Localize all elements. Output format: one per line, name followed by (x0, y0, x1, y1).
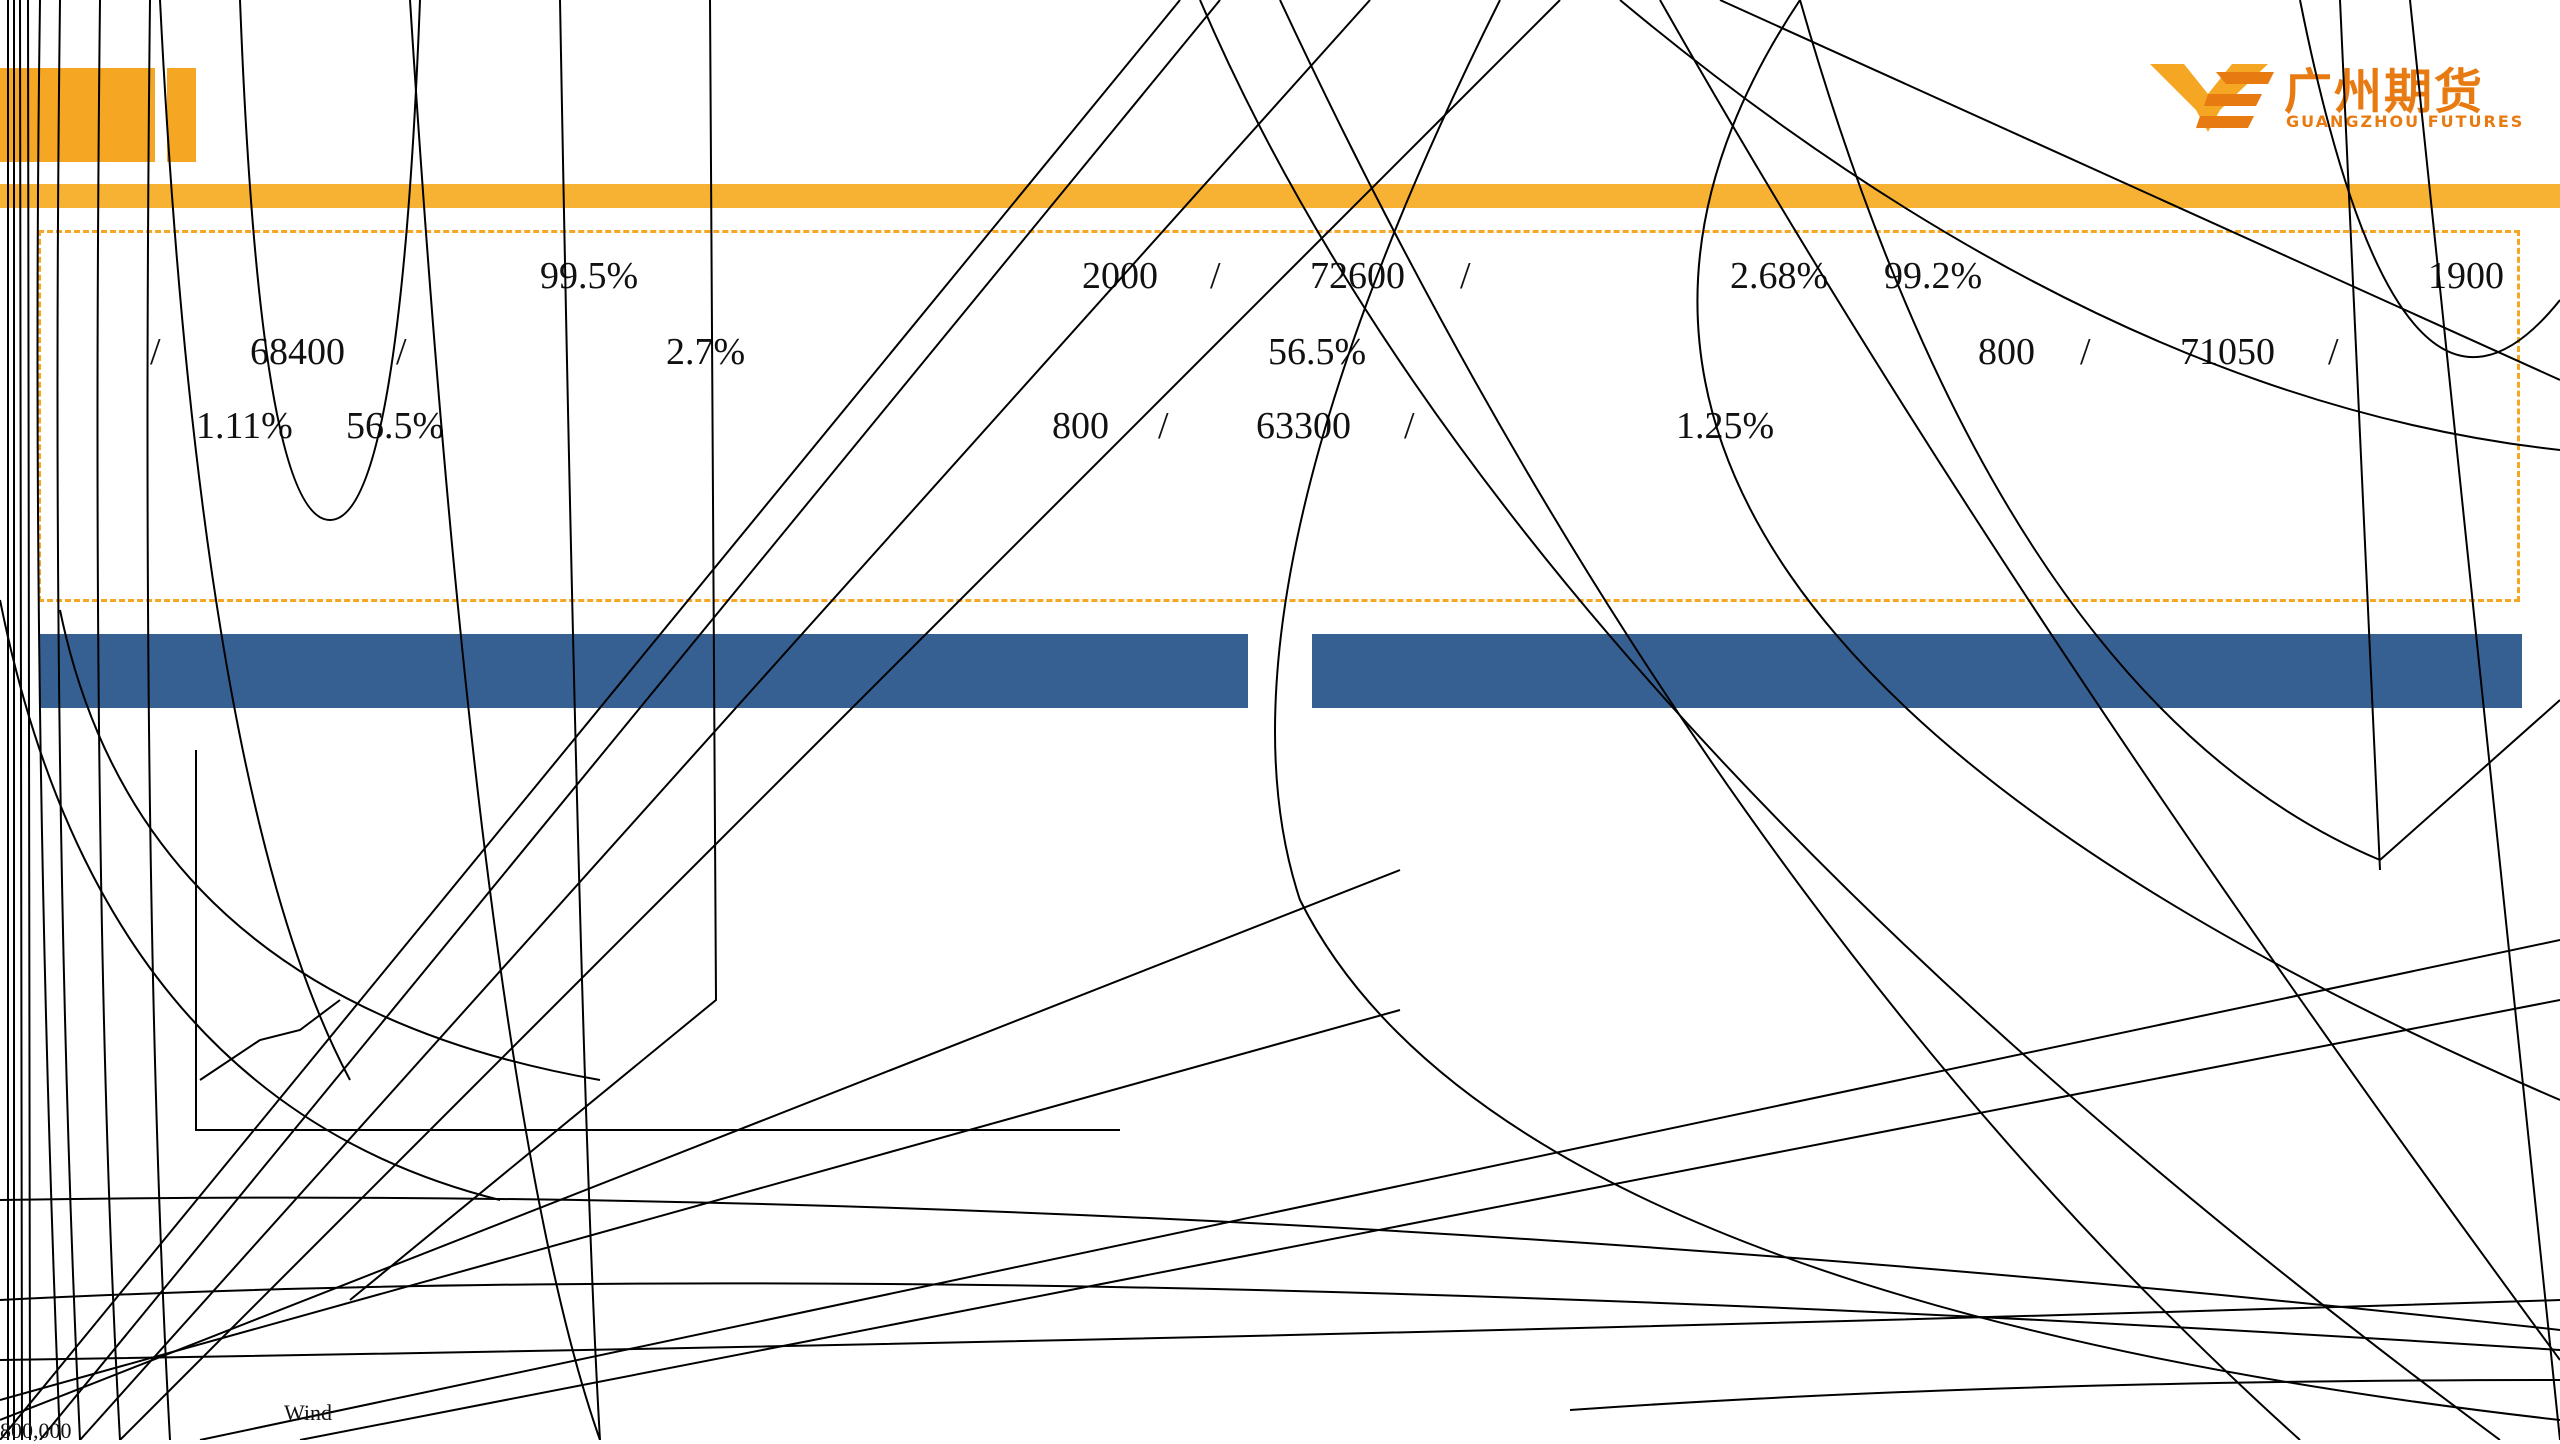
stat-value: 1900 (2428, 255, 2504, 297)
chart-corner-value: 800,000 (0, 1418, 72, 1443)
stat-separator: / (1210, 255, 1221, 297)
accent-divider (155, 68, 167, 162)
stat-separator: / (1404, 405, 1415, 447)
stat-value: 99.2% (1884, 255, 1983, 297)
brand-name-en: GUANGZHOU FUTURES (2286, 112, 2525, 131)
stat-value: 1.11% (196, 405, 293, 447)
chart-source-label: Wind (284, 1400, 332, 1425)
stat-separator: / (2328, 331, 2339, 373)
stat-separator: / (150, 331, 161, 373)
stat-value: 2.68% (1730, 255, 1829, 297)
header-accent-block (0, 68, 196, 162)
brand-logo: 广州期货 GUANGZHOU FUTURES (2150, 52, 2522, 138)
stat-separator: / (1158, 405, 1169, 447)
stat-value: 800 (1052, 405, 1109, 447)
logo-mark-icon (2150, 64, 2274, 132)
stat-value: 68400 (250, 331, 345, 373)
stat-separator: / (2080, 331, 2091, 373)
stat-value: 800 (1978, 331, 2035, 373)
section-bar-left (40, 634, 1248, 708)
stat-value: 56.5% (346, 405, 445, 447)
stat-value: 99.5% (540, 255, 639, 297)
stat-value: 2000 (1082, 255, 1158, 297)
stat-separator: / (1460, 255, 1471, 297)
header-rule (0, 184, 2560, 208)
stat-value: 2.7% (666, 331, 746, 373)
section-bar-right (1312, 634, 2522, 708)
stat-value: 72600 (1310, 255, 1405, 297)
stat-value: 71050 (2180, 331, 2275, 373)
stat-value: 1.25% (1676, 405, 1775, 447)
stat-separator: / (396, 331, 407, 373)
stat-value: 63300 (1256, 405, 1351, 447)
stat-value: 56.5% (1268, 331, 1367, 373)
